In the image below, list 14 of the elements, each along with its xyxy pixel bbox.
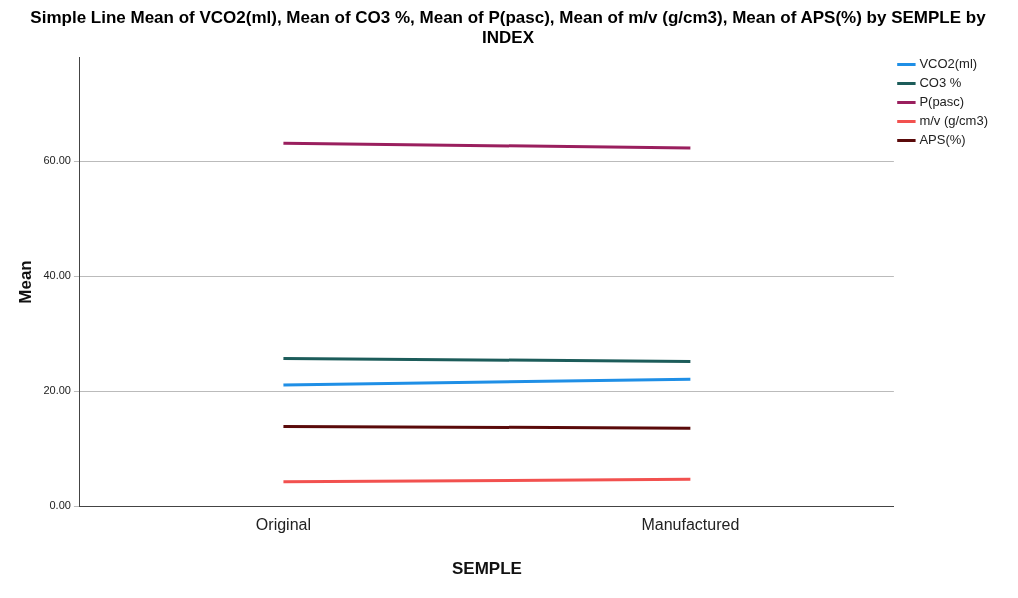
y-tick-label: 40.00 bbox=[43, 269, 71, 282]
x-axis-title: SEMPLE bbox=[451, 559, 522, 579]
legend-label: VCO2(ml) bbox=[919, 56, 978, 72]
y-tick-label: 0.00 bbox=[49, 499, 71, 512]
legend-label: CO3 % bbox=[919, 75, 962, 91]
legend-label: m/v (g/cm3) bbox=[919, 113, 989, 129]
x-tick-label: Original bbox=[255, 516, 311, 534]
y-tick-label: 60.00 bbox=[43, 154, 71, 167]
y-axis-title: Mean bbox=[15, 260, 35, 304]
x-tick-label: Manufactured bbox=[641, 516, 740, 534]
legend-label: APS(%) bbox=[919, 132, 966, 148]
chart-title: Simple Line Mean of VCO2(ml), Mean of CO3 %, Mean of P(pasc), Mean of m/v (g/cm3), Mean of APS(%) by SEMPLE by INDEX bbox=[29, 8, 987, 48]
legend-label: P(pasc) bbox=[919, 94, 965, 110]
y-tick-label: 20.00 bbox=[43, 384, 71, 397]
